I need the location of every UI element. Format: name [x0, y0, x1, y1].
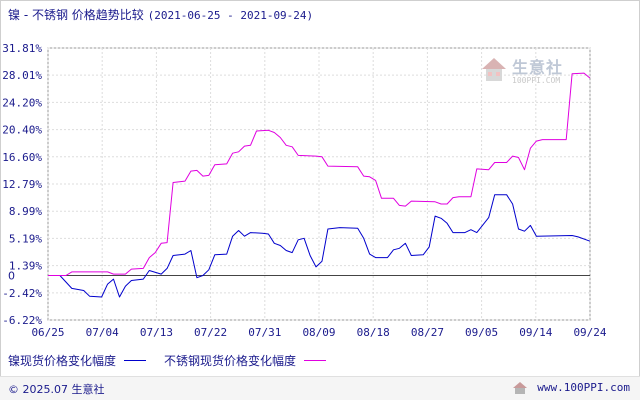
legend-swatch-nickel — [124, 360, 147, 361]
zero-label: 0 — [8, 270, 15, 283]
x-tick-label: 08/09 — [302, 326, 335, 339]
legend-item-stainless: 不锈钢现货价格变化幅度 — [164, 352, 327, 369]
chart-legend: 镍现货价格变化幅度 不锈钢现货价格变化幅度 — [8, 352, 344, 369]
x-tick-label: 07/22 — [194, 326, 227, 339]
legend-swatch-stainless — [304, 360, 327, 361]
x-tick-label: 08/27 — [411, 326, 444, 339]
legend-item-nickel: 镍现货价格变化幅度 — [8, 352, 147, 369]
x-tick-label: 09/05 — [465, 326, 498, 339]
footer-copyright: © 2025.07 生意社 — [8, 383, 105, 396]
chart-title-text: 镍 - 不锈钢 价格趋势比较 — [8, 8, 144, 22]
y-tick-label: -6.22% — [2, 314, 42, 327]
y-tick-label: 20.40% — [2, 124, 42, 137]
y-tick-label: 24.20% — [2, 96, 42, 109]
chart-date-range: (2021-06-25 - 2021-09-24) — [147, 9, 314, 22]
chart-title: 镍 - 不锈钢 价格趋势比较 (2021-06-25 - 2021-09-24) — [8, 6, 313, 23]
x-tick-label: 09/14 — [519, 326, 552, 339]
y-tick-label: 28.01% — [2, 69, 42, 82]
y-tick-label: 12.79% — [2, 178, 42, 191]
y-tick-label: 1.39% — [9, 260, 42, 273]
footer-house-icon — [513, 382, 527, 394]
axis-layer: 31.81% 28.01% 24.20% 20.40% 16.60% 12.79% 8.99… — [2, 42, 607, 339]
y-tick-label: 31.81% — [2, 42, 42, 55]
y-tick-label: 8.99% — [9, 205, 42, 218]
house-logo-icon — [482, 58, 506, 81]
grid-layer — [47, 47, 591, 321]
legend-label-stainless: 不锈钢现货价格变化幅度 — [164, 354, 297, 368]
series-layer — [48, 72, 591, 298]
y-tick-label: -2.42% — [2, 287, 42, 300]
footer-site-link[interactable]: www.100PPI.com — [537, 381, 630, 394]
x-tick-label: 07/31 — [248, 326, 281, 339]
x-tick-label: 09/24 — [573, 326, 606, 339]
footer-bar: © 2025.07 生意社 www.100PPI.com — [0, 376, 640, 400]
x-tick-label: 07/13 — [140, 326, 173, 339]
x-tick-label: 06/25 — [31, 326, 64, 339]
legend-label-nickel: 镍现货价格变化幅度 — [8, 354, 117, 368]
series-line-stainless — [48, 72, 591, 276]
series-line-nickel — [48, 194, 591, 298]
watermark-url: 100PPI.COM — [512, 76, 561, 85]
watermark-logo: 生意社 100PPI.COM — [480, 52, 580, 92]
x-tick-label: 08/18 — [357, 326, 390, 339]
y-tick-label: 16.60% — [2, 151, 42, 164]
watermark-brand: 生意社 — [512, 58, 564, 77]
y-tick-label: 5.19% — [9, 232, 42, 245]
x-tick-label: 07/04 — [86, 326, 119, 339]
